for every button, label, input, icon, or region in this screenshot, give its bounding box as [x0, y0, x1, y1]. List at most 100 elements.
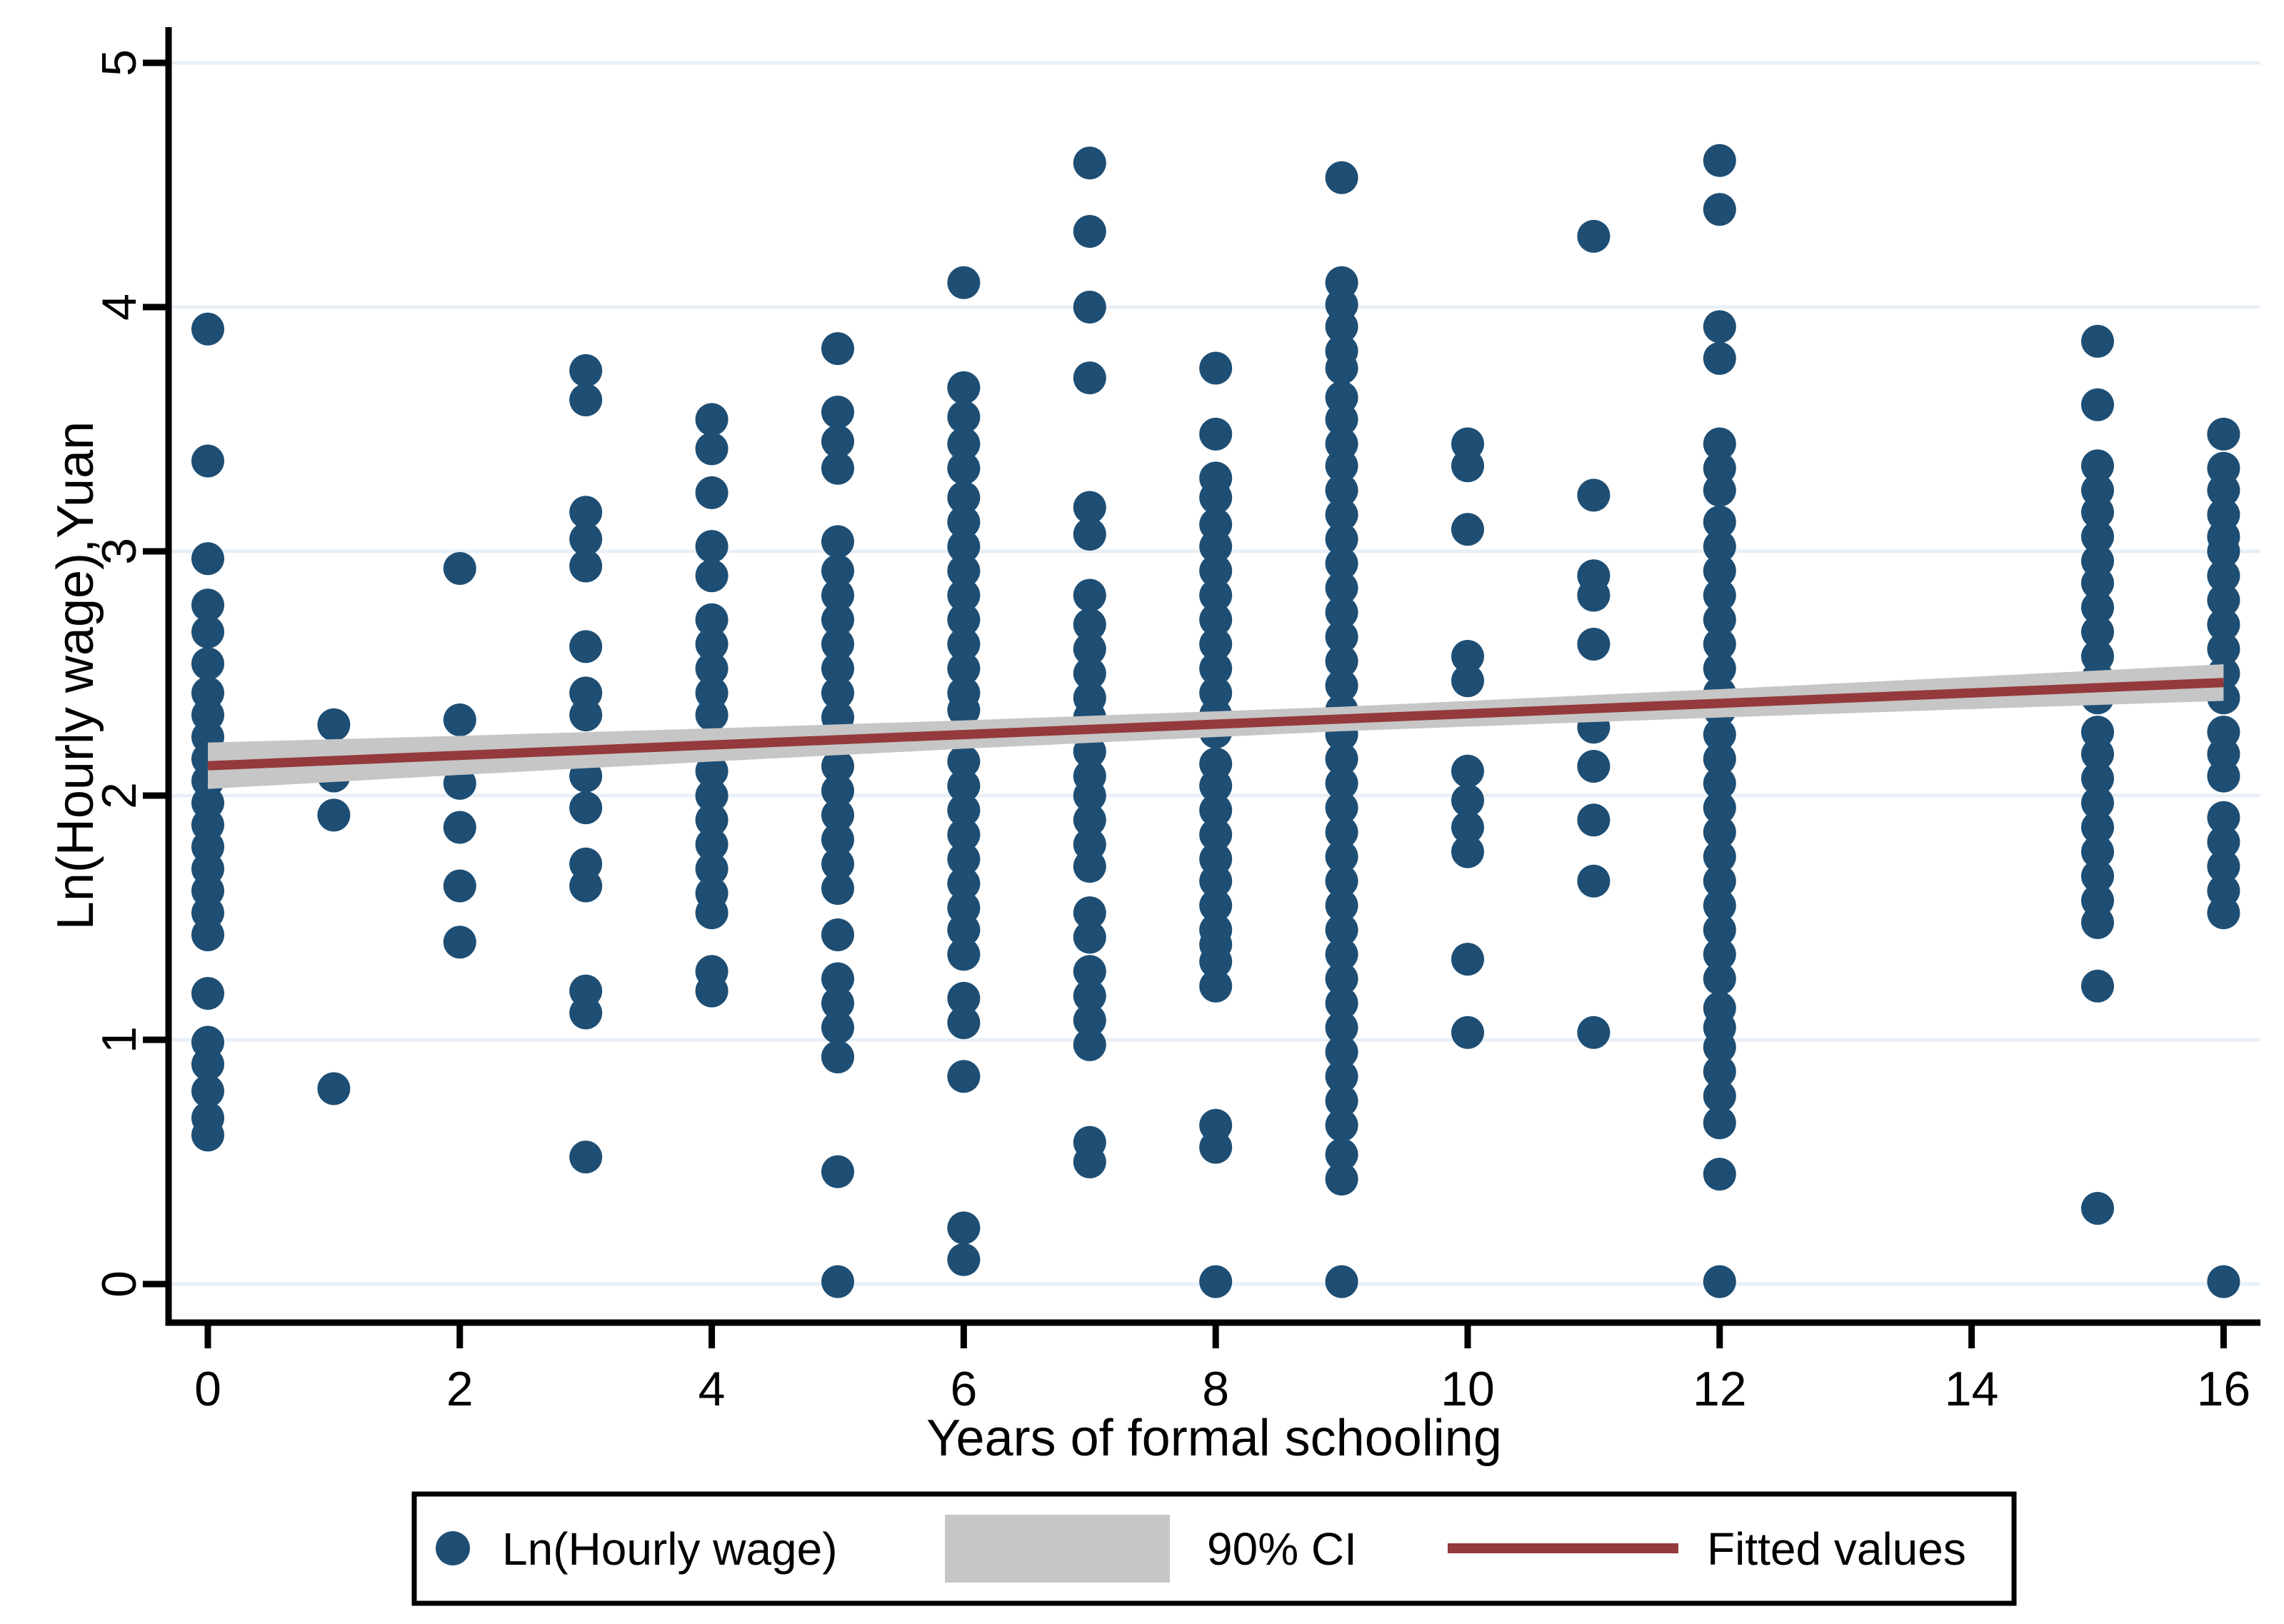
scatter-point: [1073, 955, 1106, 988]
scatter-point: [1325, 913, 1358, 947]
scatter-point: [1073, 850, 1106, 883]
scatter-point: [1199, 554, 1233, 588]
scatter-point: [1703, 742, 1736, 776]
scatter-point: [1703, 962, 1736, 996]
scatter-point: [695, 779, 728, 812]
legend-marker-band-icon: [945, 1515, 1170, 1583]
scatter-point: [191, 1074, 224, 1108]
y-tick-label: 0: [92, 1270, 146, 1298]
scatter-point: [947, 842, 981, 876]
legend-marker-line-icon: [1448, 1543, 1678, 1553]
scatter-point: [1325, 962, 1358, 996]
scatter-point: [569, 383, 603, 416]
scatter-point: [695, 559, 728, 593]
scatter-point: [1703, 1106, 1736, 1140]
scatter-point: [1325, 522, 1358, 556]
scatter-point: [1703, 888, 1736, 922]
scatter-point: [1073, 361, 1106, 395]
scatter-point: [1325, 620, 1358, 653]
scatter-point: [569, 1141, 603, 1174]
scatter-point: [1451, 513, 1484, 546]
scatter-point: [821, 525, 854, 558]
scatter-point: [1577, 219, 1611, 253]
scatter-point: [1703, 938, 1736, 971]
scatter-point: [1703, 840, 1736, 873]
scatter-point: [695, 652, 728, 686]
scatter-point: [1325, 816, 1358, 849]
scatter-point: [695, 476, 728, 509]
scatter-point: [1703, 816, 1736, 849]
scatter-point: [569, 522, 603, 556]
x-tick-label: 14: [1945, 1362, 1999, 1416]
scatter-point: [2081, 388, 2114, 421]
legend-label-ci: 90% CI: [1207, 1523, 1357, 1575]
scatter-point: [1577, 749, 1611, 783]
scatter-point: [191, 918, 224, 951]
scatter-point: [1199, 627, 1233, 661]
scatter-point: [1073, 803, 1106, 837]
scatter-point: [695, 698, 728, 732]
scatter-point: [1073, 1003, 1106, 1037]
scatter-point: [821, 676, 854, 710]
scatter-point: [821, 578, 854, 612]
scatter-point: [1325, 840, 1358, 873]
scatter-point: [821, 1011, 854, 1044]
scatter-point: [1199, 481, 1233, 514]
scatter-point: [1325, 473, 1358, 507]
scatter-point: [191, 542, 224, 576]
scatter-point: [2081, 449, 2114, 483]
scatter-point: [821, 1265, 854, 1298]
scatter-point: [1325, 1265, 1358, 1298]
scatter-point: [947, 938, 981, 971]
scatter-point: [2207, 850, 2240, 883]
scatter-point: [2081, 737, 2114, 771]
scatter-point: [947, 652, 981, 686]
scatter-point: [821, 774, 854, 808]
scatter-point: [821, 986, 854, 1020]
scatter-point: [1325, 498, 1358, 531]
scatter-point: [947, 371, 981, 404]
scatter-point: [1451, 664, 1484, 698]
scatter-point: [1325, 310, 1358, 344]
scatter-point: [569, 869, 603, 903]
scatter-point: [1703, 1079, 1736, 1113]
scatter-point: [947, 1243, 981, 1276]
scatter-point: [191, 647, 224, 681]
scatter-point: [821, 918, 854, 951]
y-tick-label: 5: [92, 49, 146, 76]
legend-box: [411, 1491, 2017, 1606]
scatter-point: [1325, 766, 1358, 800]
scatter-point: [1073, 657, 1106, 690]
x-axis-title: Years of formal schooling: [926, 1410, 1502, 1467]
scatter-point: [1199, 969, 1233, 1003]
scatter-point: [1199, 818, 1233, 851]
scatter-point: [1073, 921, 1106, 954]
scatter-point: [569, 791, 603, 825]
scatter-point: [2207, 896, 2240, 930]
scatter-point: [569, 698, 603, 732]
scatter-point: [947, 793, 981, 827]
scatter-point: [2207, 417, 2240, 451]
scatter-point: [2207, 801, 2240, 834]
scatter-point: [1703, 530, 1736, 563]
scatter-point: [1703, 554, 1736, 588]
scatter-point: [1577, 864, 1611, 898]
scatter-point: [947, 1060, 981, 1093]
scatter-point: [1325, 1060, 1358, 1093]
scatter-point: [1577, 578, 1611, 612]
scatter-point: [569, 996, 603, 1030]
scatter-point: [1703, 193, 1736, 226]
scatter-point: [695, 627, 728, 661]
scatter-point: [2081, 969, 2114, 1003]
scatter-point: [1703, 1265, 1736, 1298]
scatter-point: [821, 603, 854, 636]
scatter-point: [569, 549, 603, 583]
scatter-point: [947, 603, 981, 636]
scatter-point: [1703, 473, 1736, 507]
x-tick-label: 10: [1441, 1362, 1495, 1416]
y-tick-label: 3: [92, 538, 146, 565]
scatter-point: [2081, 762, 2114, 796]
scatter-point: [1073, 214, 1106, 248]
scatter-point: [821, 425, 854, 458]
